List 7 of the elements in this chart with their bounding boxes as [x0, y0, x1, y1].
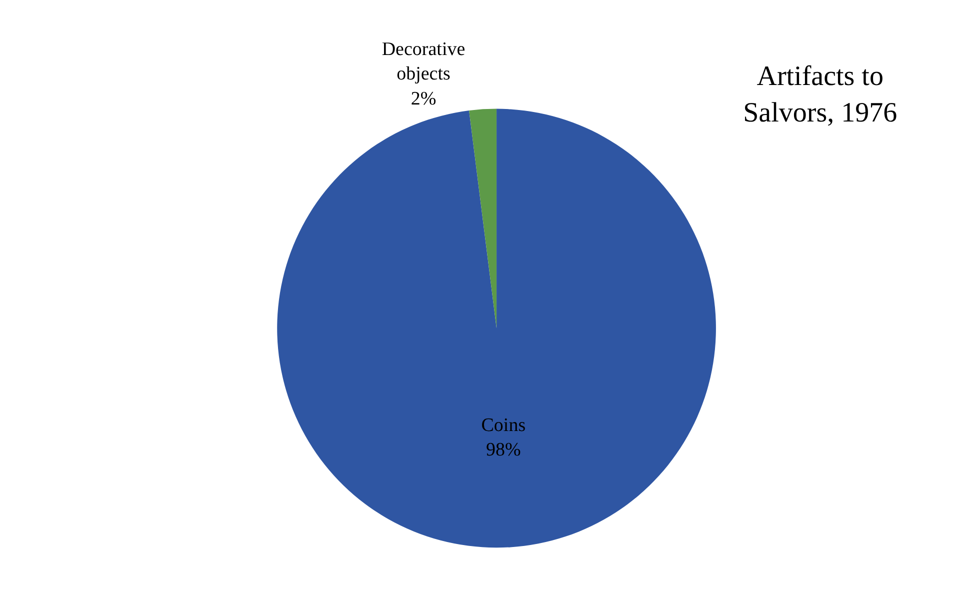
data-label: 98%	[486, 440, 522, 461]
slice-label: Coins	[481, 414, 526, 436]
slice-label: Decorative objects	[382, 38, 466, 85]
data-label: 2%	[410, 88, 436, 110]
pie-slice	[469, 108, 497, 328]
pie-slice	[277, 108, 716, 548]
text: Artifacts to Salvors, 1976	[743, 61, 898, 129]
